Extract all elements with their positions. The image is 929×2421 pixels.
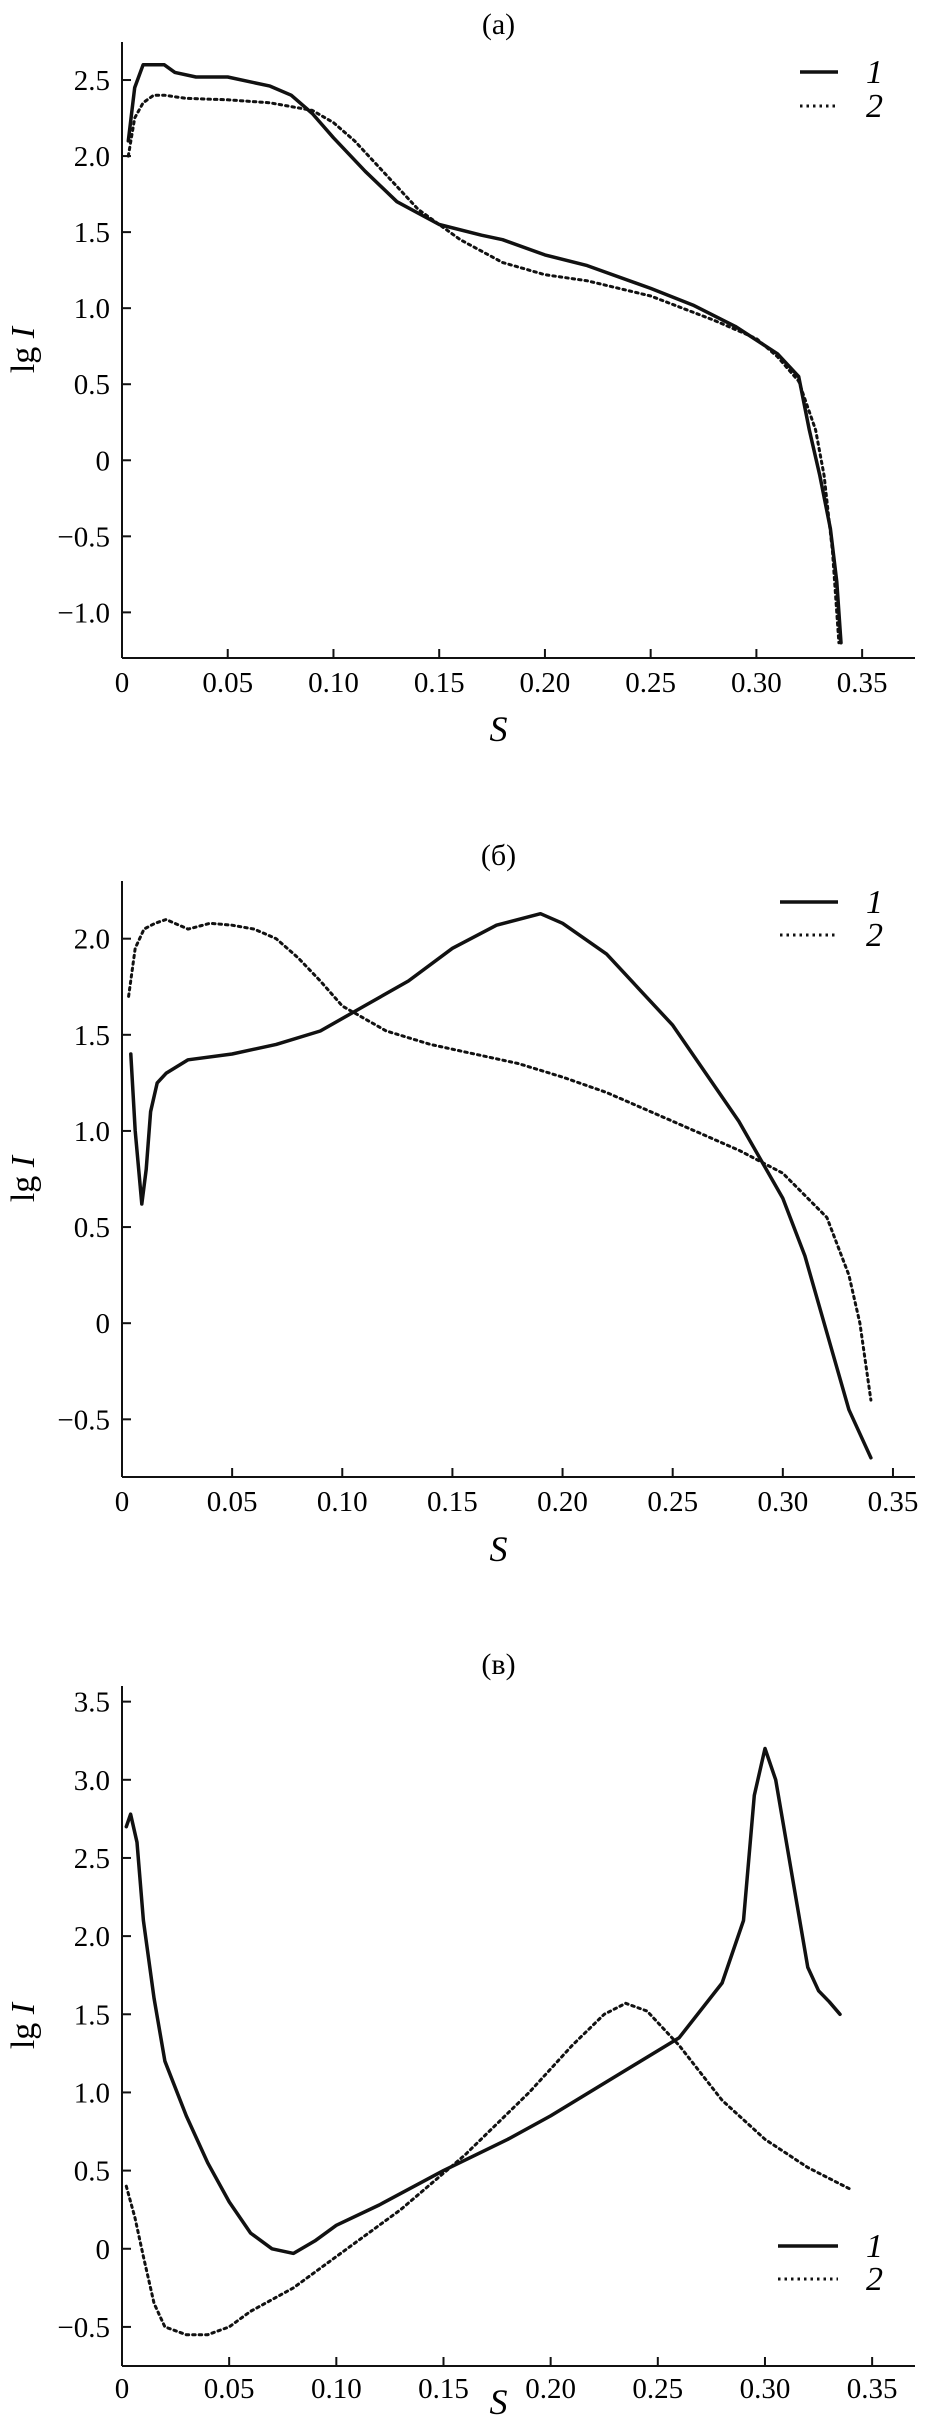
x-tick-label: 0.25 — [625, 667, 676, 699]
y-axis-label-var: I — [5, 2001, 42, 2015]
legend-label-2: 2 — [866, 88, 883, 125]
x-tick-label: 0 — [115, 667, 130, 699]
y-axis-label: lg I — [5, 325, 42, 373]
y-tick-label: 3.0 — [74, 1765, 110, 1797]
x-tick-label: 0.30 — [757, 1486, 808, 1518]
x-tick-label: 0.15 — [418, 2373, 469, 2405]
series-line-2 — [126, 93, 841, 645]
y-axis-label-prefix: lg — [5, 1167, 42, 1202]
y-tick-label: 0.5 — [74, 1212, 110, 1244]
y-tick-label: 2.0 — [74, 1921, 110, 1953]
legend-label-1: 1 — [866, 2228, 883, 2265]
x-tick-label: 0 — [115, 1486, 130, 1518]
chart-title: (a) — [482, 8, 515, 41]
y-tick-label: −1.0 — [57, 597, 110, 629]
y-tick-label: 1.5 — [74, 1999, 110, 2031]
x-tick-label: 0.10 — [308, 667, 359, 699]
x-tick-label: 0.30 — [740, 2373, 791, 2405]
legend-label-2: 2 — [866, 2261, 883, 2298]
chart-panel-b: (б) 0 0.05 0.10 0.15 0.20 0.25 0.30 0.35 −0.5 0 0.5… — [0, 807, 929, 1614]
y-tick-label: 1.0 — [74, 1116, 110, 1148]
x-tick-label: 0.10 — [317, 1486, 368, 1518]
x-tick-label: 0.20 — [520, 667, 571, 699]
y-tick-label: 1.0 — [74, 2077, 110, 2109]
x-tick-label: 0.05 — [207, 1486, 258, 1518]
y-axis-label-var: I — [5, 1154, 42, 1168]
legend-label-1: 1 — [866, 884, 883, 921]
y-tick-label: 2.5 — [74, 65, 110, 97]
x-axis-label: S — [490, 1529, 508, 1569]
y-tick-label: 2.0 — [74, 141, 110, 173]
legend-label-1: 1 — [866, 54, 883, 91]
y-axis-label: lg I — [5, 2001, 42, 2049]
x-tick-label: 0.20 — [537, 1486, 588, 1518]
y-tick-label: 2.5 — [74, 1843, 110, 1875]
y-tick-label: −0.5 — [57, 2312, 110, 2344]
chart-panel-c: (в) 0 0.05 0.10 0.15 0.20 0.25 0.30 0.35 −0.5 0 0.5… — [0, 1614, 929, 2421]
x-tick-label: 0.15 — [414, 667, 465, 699]
x-tick-label: 0.35 — [847, 2373, 898, 2405]
x-tick-label: 0.25 — [632, 2373, 683, 2405]
y-tick-label: 1.5 — [74, 1020, 110, 1052]
x-tick-label: 0.05 — [204, 2373, 255, 2405]
y-tick-label: 1.0 — [74, 293, 110, 325]
y-axis-label: lg I — [5, 1154, 42, 1202]
x-tick-label: 0.05 — [202, 667, 253, 699]
legend-label-2: 2 — [866, 917, 883, 954]
y-tick-label: −0.5 — [57, 1404, 110, 1436]
y-tick-label: −0.5 — [57, 521, 110, 553]
series-line-1 — [129, 911, 873, 1460]
y-tick-label: 0 — [96, 1308, 111, 1340]
x-axis-label: S — [490, 2382, 508, 2421]
x-axis-label: S — [490, 709, 508, 749]
y-axis-label-var: I — [5, 325, 42, 339]
y-tick-label: 0 — [96, 445, 111, 477]
chart-title: (б) — [481, 839, 516, 872]
x-tick-label: 0.30 — [731, 667, 782, 699]
y-axis-label-prefix: lg — [5, 338, 42, 373]
x-tick-label: 0.25 — [647, 1486, 698, 1518]
x-tick-label: 0.15 — [427, 1486, 478, 1518]
chart-panel-a: (a) 0 0.05 0.10 0.15 0.20 0.25 0.30 0.35 −1.0 −0.5… — [0, 0, 929, 807]
chart-svg-b: (б) 0 0.05 0.10 0.15 0.20 0.25 0.30 0.35 −0.5 0 0.5… — [5, 839, 919, 1569]
y-axis-label-prefix: lg — [5, 2014, 42, 2049]
series-line-1 — [126, 63, 843, 645]
y-tick-label: 0.5 — [74, 2156, 110, 2188]
y-tick-label: 0.5 — [74, 369, 110, 401]
x-tick-label: 0 — [115, 2373, 130, 2405]
chart-svg-a: (a) 0 0.05 0.10 0.15 0.20 0.25 0.30 0.35 −1.0 −0.5… — [5, 8, 915, 749]
y-tick-label: 2.0 — [74, 924, 110, 956]
y-tick-label: 1.5 — [74, 217, 110, 249]
x-tick-label: 0.35 — [837, 667, 888, 699]
x-tick-label: 0.35 — [868, 1486, 919, 1518]
series-line-1 — [124, 1746, 842, 2256]
series-line-2 — [127, 918, 873, 1402]
x-tick-label: 0.20 — [525, 2373, 576, 2405]
chart-title: (в) — [481, 1648, 515, 1681]
chart-svg-c: (в)0 0.05 0.10 0.15 0.20 0.25 0.30 0.35−0.500.5… — [5, 1648, 915, 2421]
series-line-2 — [124, 2001, 853, 2337]
x-tick-label: 0.10 — [311, 2373, 362, 2405]
y-tick-label: 3.5 — [74, 1687, 110, 1719]
y-tick-label: 0 — [96, 2234, 111, 2266]
